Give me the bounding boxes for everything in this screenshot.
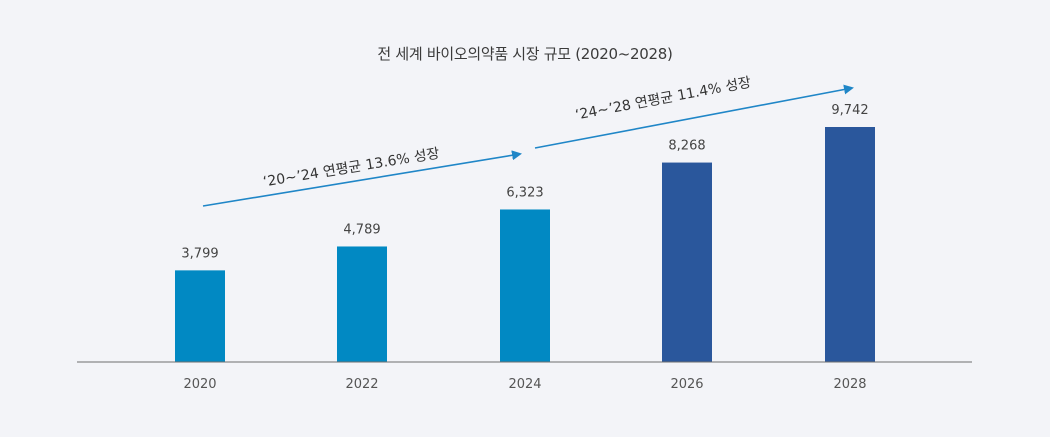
- bar-2028: [825, 127, 875, 362]
- x-tick-label-2024: 2024: [508, 377, 541, 392]
- bar-2020: [175, 270, 225, 362]
- value-label-2024: 6,323: [506, 185, 543, 200]
- chart-title: 전 세계 바이오의약품 시장 규모 (2020~2028): [377, 45, 673, 63]
- value-label-2028: 9,742: [831, 103, 868, 118]
- growth-arrow-2: [534, 84, 854, 149]
- value-label-2022: 4,789: [343, 222, 380, 237]
- growth-annotation-1: ‘20~’24 연평균 13.6% 성장: [262, 146, 441, 191]
- value-label-2020: 3,799: [181, 246, 218, 261]
- x-tick-label-2022: 2022: [345, 377, 378, 392]
- bar-2024: [500, 209, 550, 362]
- bar-2026: [662, 162, 712, 362]
- growth-annotation-2: ‘24~’28 연평균 11.4% 성장: [574, 75, 752, 124]
- bar-2022: [337, 246, 387, 362]
- x-tick-label-2028: 2028: [833, 377, 866, 392]
- x-tick-label-2020: 2020: [183, 377, 216, 392]
- growth-arrow-1: [202, 150, 522, 207]
- x-tick-label-2026: 2026: [670, 377, 703, 392]
- value-label-2026: 8,268: [668, 139, 705, 154]
